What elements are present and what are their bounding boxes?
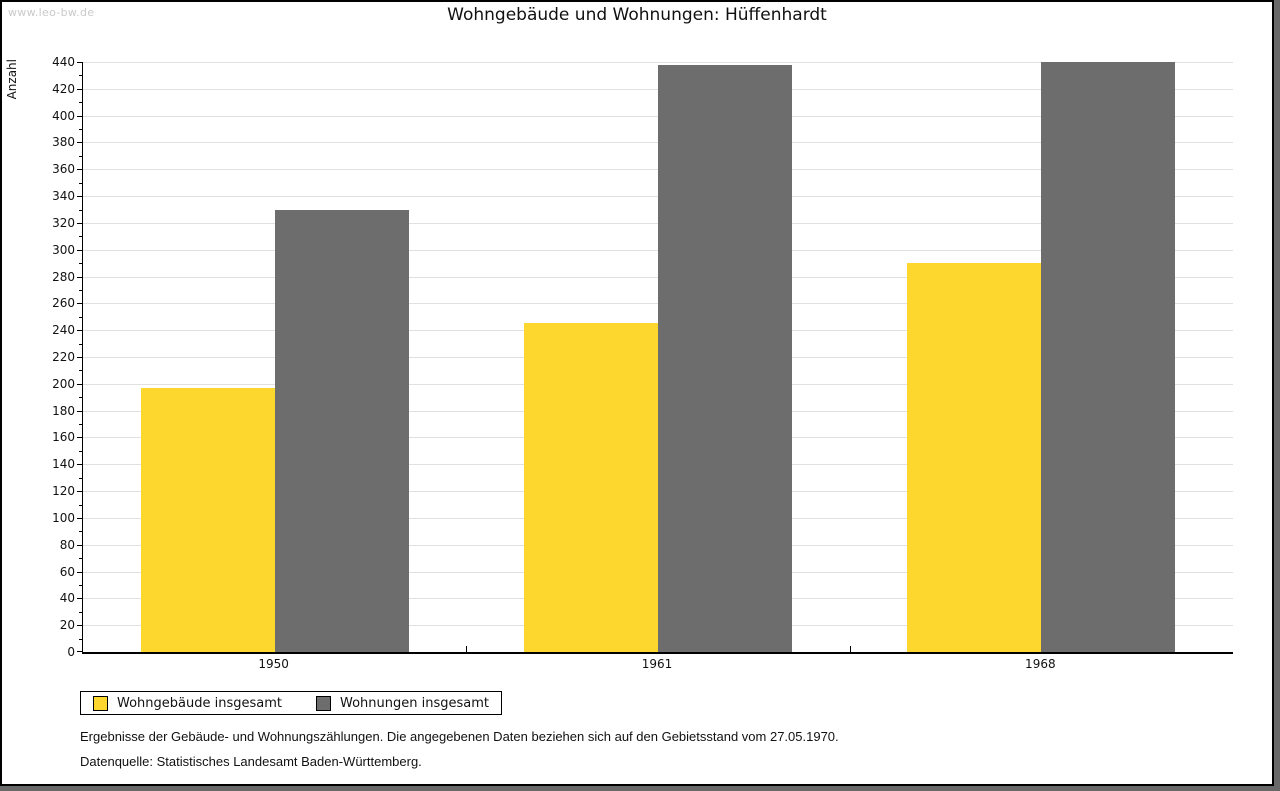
y-minor-tick	[79, 155, 82, 157]
y-tick-label: 440	[52, 55, 75, 69]
y-major-tick	[77, 142, 82, 144]
y-major-tick	[77, 491, 82, 493]
y-major-tick	[77, 383, 82, 385]
y-minor-tick	[79, 584, 82, 586]
gridline	[83, 62, 1233, 63]
y-minor-tick	[79, 263, 82, 265]
y-tick-label: 80	[59, 537, 75, 552]
y-major-tick	[77, 196, 82, 198]
y-major-tick	[77, 357, 82, 358]
y-tick-label: 200	[52, 376, 75, 391]
y-major-tick	[77, 62, 82, 63]
y-tick-label: 20	[59, 618, 75, 633]
y-tick-label: 380	[52, 135, 75, 150]
y-tick-label: 240	[52, 323, 75, 338]
y-minor-tick	[79, 370, 82, 372]
y-major-tick	[77, 571, 82, 573]
y-major-tick	[77, 88, 82, 90]
x-boundary-tick	[849, 646, 851, 652]
y-minor-tick	[79, 236, 82, 238]
x-axis-labels: 1950 1961 1968	[82, 657, 1232, 673]
legend-swatch	[93, 695, 108, 711]
y-minor-tick	[79, 424, 82, 426]
y-tick-label: 320	[52, 215, 75, 230]
y-tick-label: 420	[52, 81, 75, 96]
x-tick-label: 1968	[1025, 657, 1056, 671]
y-minor-tick	[79, 638, 82, 640]
y-major-tick	[77, 544, 82, 546]
bar-wohnungen	[1041, 62, 1176, 652]
y-major-tick	[77, 410, 82, 412]
y-tick-label: 340	[52, 189, 75, 204]
y-major-tick	[77, 222, 82, 224]
y-minor-tick	[79, 531, 82, 533]
y-major-tick	[77, 249, 82, 251]
y-major-tick	[77, 169, 82, 171]
x-tick-label: 1950	[258, 657, 289, 671]
y-minor-tick	[79, 209, 82, 211]
y-major-tick	[77, 330, 82, 332]
y-tick-label: 280	[52, 269, 75, 284]
y-major-tick	[77, 303, 82, 305]
bar-wohngebaeude	[907, 263, 1042, 652]
y-minor-tick	[79, 611, 82, 613]
watermark: www.leo-bw.de	[8, 6, 95, 19]
y-minor-tick	[79, 316, 82, 318]
y-minor-tick	[79, 102, 82, 104]
y-tick-label: 300	[52, 242, 75, 257]
y-tick-label: 40	[59, 591, 75, 606]
y-major-tick	[77, 437, 82, 439]
y-major-tick	[77, 651, 82, 652]
y-minor-tick	[79, 289, 82, 291]
y-major-tick	[77, 625, 82, 627]
y-tick-label: 400	[52, 108, 75, 123]
bar-wohngebaeude	[140, 387, 275, 652]
bar-wohngebaeude	[524, 323, 658, 652]
y-minor-tick	[79, 75, 82, 77]
x-boundary-tick	[466, 646, 468, 652]
legend-swatch	[316, 695, 331, 711]
y-tick-label: 0	[67, 645, 75, 659]
bar-wohnungen	[658, 64, 792, 652]
y-tick-label: 60	[59, 564, 75, 579]
legend-item-wohnungen: Wohnungen insgesamt	[316, 695, 489, 711]
y-tick-label: 360	[52, 162, 75, 177]
y-tick-label: 180	[52, 403, 75, 418]
footnote-datenquelle: Datenquelle: Statistisches Landesamt Bad…	[80, 754, 422, 769]
y-tick-label: 260	[52, 296, 75, 311]
legend-label: Wohnungen insgesamt	[340, 695, 489, 711]
y-major-tick	[77, 464, 82, 466]
y-tick-label: 120	[52, 484, 75, 499]
footnote-gebietsstand: Ergebnisse der Gebäude- und Wohnungszähl…	[80, 729, 839, 744]
y-minor-tick	[79, 477, 82, 479]
legend-label: Wohngebäude insgesamt	[117, 695, 282, 711]
y-major-tick	[77, 517, 82, 519]
y-minor-tick	[79, 558, 82, 560]
y-tick-label: 220	[52, 350, 75, 364]
chart-title: Wohngebäude und Wohnungen: Hüffenhardt	[447, 5, 827, 25]
y-tick-label: 140	[52, 457, 75, 472]
legend: Wohngebäude insgesamt Wohnungen insgesamt	[80, 691, 502, 715]
y-minor-tick	[79, 397, 82, 399]
y-axis: 0 20 40 60 80 100 120 140 160 180 200 220 240 260 280 3…	[2, 55, 82, 659]
y-minor-tick	[79, 182, 82, 184]
y-major-tick	[77, 276, 82, 278]
bar-wohnungen	[274, 209, 409, 652]
y-minor-tick	[79, 129, 82, 131]
y-tick-label: 100	[52, 510, 75, 525]
y-tick-label: 160	[52, 430, 75, 445]
x-tick-label: 1961	[641, 657, 673, 671]
legend-item-wohngebaeude: Wohngebäude insgesamt	[93, 695, 282, 711]
y-major-tick	[77, 598, 82, 600]
y-minor-tick	[79, 450, 82, 452]
plot-area	[82, 62, 1233, 654]
y-minor-tick	[79, 343, 82, 345]
y-major-tick	[77, 115, 82, 117]
y-minor-tick	[79, 504, 82, 506]
